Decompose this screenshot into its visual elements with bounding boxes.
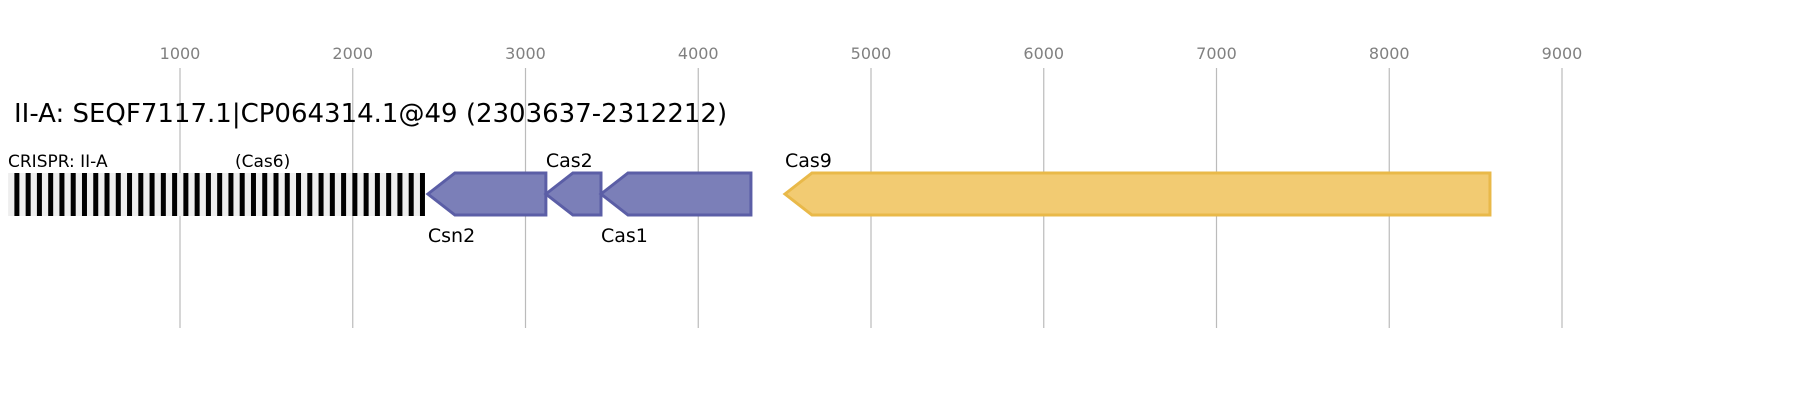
crispr-repeat (262, 173, 268, 216)
axis-tick-label: 6000 (1023, 44, 1064, 63)
crispr-repeat (250, 173, 256, 216)
crispr-array (8, 173, 425, 216)
crispr-repeat (172, 173, 178, 216)
crispr-repeat (14, 173, 20, 216)
gene-label-cas1: Cas1 (601, 225, 648, 247)
crispr-repeat (194, 173, 200, 216)
crispr-repeat (205, 173, 211, 216)
crispr-repeat (273, 173, 279, 216)
axis-tick-label: 5000 (851, 44, 892, 63)
crispr-repeat (284, 173, 290, 216)
crispr-background (8, 173, 425, 216)
gene-arrow-cas1[interactable] (598, 171, 753, 217)
crispr-repeat (104, 173, 110, 216)
crispr-repeat (127, 173, 133, 216)
crispr-repeat (363, 173, 369, 216)
locus-title: II-A: SEQF7117.1|CP064314.1@49 (2303637-… (14, 99, 727, 129)
axis-tick-label: 4000 (678, 44, 719, 63)
crispr-repeat (296, 173, 302, 216)
axis-tick-label: 9000 (1542, 44, 1583, 63)
crispr-repeat (374, 173, 380, 216)
crispr-repeat (318, 173, 324, 216)
crispr-repeat (93, 173, 99, 216)
crispr-repeat (341, 173, 347, 216)
crispr-repeat (25, 173, 31, 216)
crispr-repeat (59, 173, 65, 216)
cas6-label: (Cas6) (235, 152, 290, 172)
gene-label-cas2: Cas2 (546, 150, 593, 172)
crispr-repeat (419, 173, 425, 216)
axis-tick-label: 7000 (1196, 44, 1237, 63)
crispr-repeat (397, 173, 403, 216)
axis-tick-label: 8000 (1369, 44, 1410, 63)
crispr-repeat (239, 173, 245, 216)
crispr-repeat (70, 173, 76, 216)
crispr-repeat (217, 173, 223, 216)
crispr-repeat (408, 173, 414, 216)
crispr-repeat (352, 173, 358, 216)
axis-tick-label: 3000 (505, 44, 546, 63)
gene-label-cas9: Cas9 (785, 150, 832, 172)
axis-tick-label: 1000 (160, 44, 201, 63)
gene-arrow-csn2[interactable] (425, 171, 548, 217)
crispr-repeat (307, 173, 313, 216)
crispr-repeat (149, 173, 155, 216)
crispr-repeat (138, 173, 144, 216)
crispr-repeat (48, 173, 54, 216)
crispr-repeat (115, 173, 121, 216)
axis-tick-label: 2000 (332, 44, 373, 63)
crispr-repeat (81, 173, 87, 216)
gene-arrow-cas9[interactable] (782, 171, 1492, 217)
crispr-repeat (36, 173, 42, 216)
crispr-repeat (329, 173, 335, 216)
gene-label-csn2: Csn2 (428, 225, 475, 247)
crispr-repeat (386, 173, 392, 216)
crispr-repeat (160, 173, 166, 216)
crispr-repeat (228, 173, 234, 216)
gene-arrow-cas2[interactable] (543, 171, 603, 217)
crispr-repeat (183, 173, 189, 216)
crispr-label: CRISPR: II-A (8, 152, 108, 172)
